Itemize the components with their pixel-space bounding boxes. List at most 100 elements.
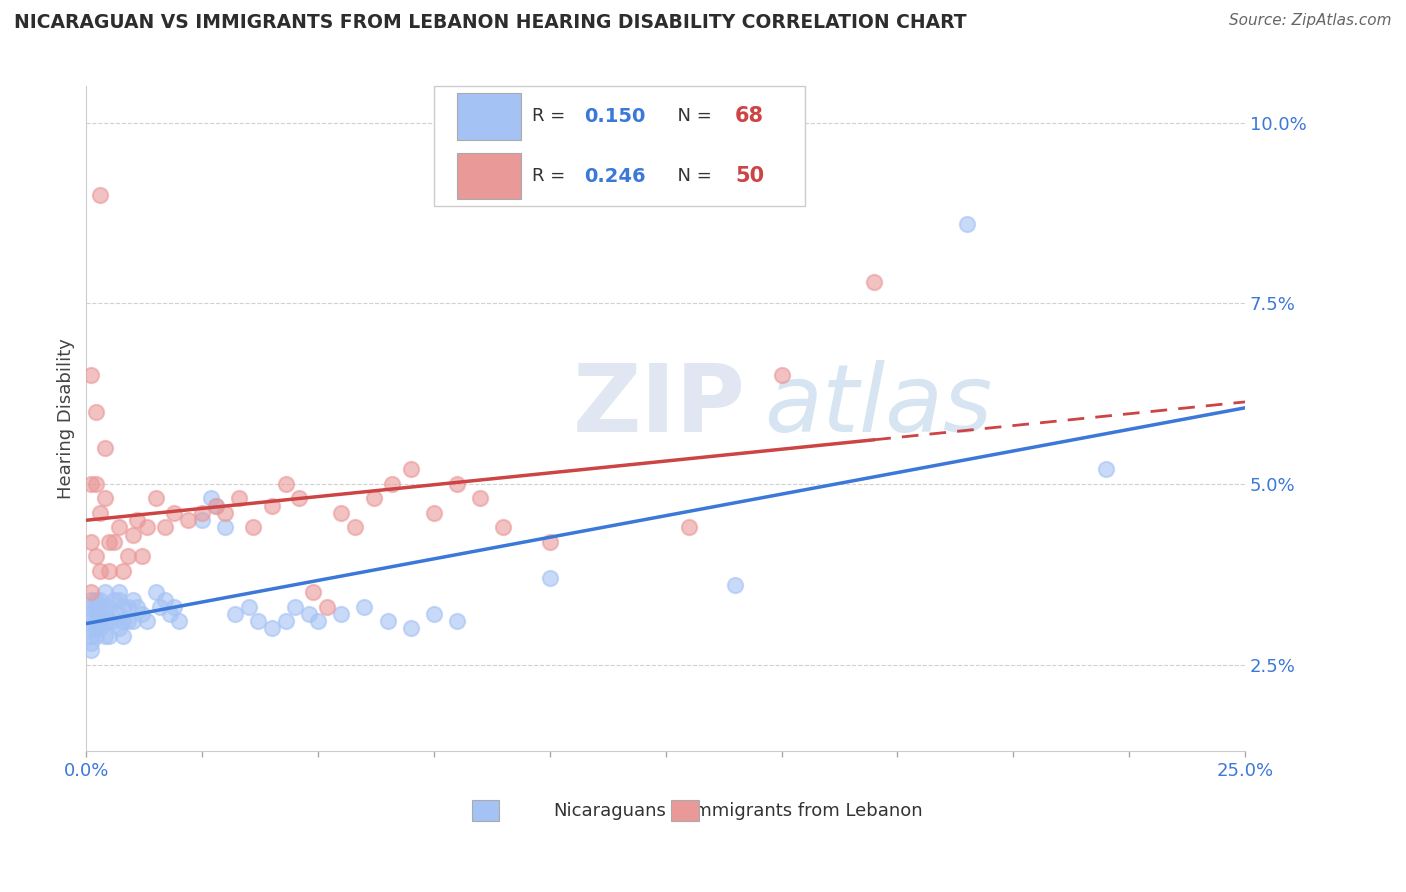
Point — [98, 629, 121, 643]
Point — [167, 614, 190, 628]
Text: ZIP: ZIP — [574, 359, 745, 451]
Text: Source: ZipAtlas.com: Source: ZipAtlas.com — [1229, 13, 1392, 29]
Text: 0.246: 0.246 — [585, 167, 647, 186]
Point — [127, 513, 149, 527]
Point — [1095, 462, 1118, 476]
Text: R =: R = — [533, 107, 571, 125]
Point — [117, 599, 139, 614]
Point — [191, 506, 214, 520]
Point — [153, 592, 176, 607]
Point — [117, 614, 139, 628]
Point — [298, 607, 321, 621]
Point — [316, 599, 339, 614]
Point — [94, 607, 117, 621]
Point — [84, 629, 107, 643]
Point — [302, 585, 325, 599]
Point — [94, 441, 117, 455]
Point — [80, 614, 103, 628]
Point — [84, 592, 107, 607]
Point — [80, 607, 103, 621]
Point — [103, 534, 125, 549]
FancyBboxPatch shape — [434, 87, 804, 206]
Point — [246, 614, 269, 628]
Point — [159, 607, 181, 621]
Point — [80, 585, 103, 599]
Point — [112, 564, 135, 578]
Point — [107, 607, 129, 621]
Point — [153, 520, 176, 534]
Point — [121, 527, 143, 541]
Point — [84, 622, 107, 636]
Point — [107, 585, 129, 599]
Text: 0.150: 0.150 — [585, 107, 645, 126]
Point — [538, 534, 561, 549]
Point — [956, 217, 979, 231]
Point — [103, 592, 125, 607]
Point — [94, 599, 117, 614]
Point — [492, 520, 515, 534]
Point — [80, 636, 103, 650]
Text: NICARAGUAN VS IMMIGRANTS FROM LEBANON HEARING DISABILITY CORRELATION CHART: NICARAGUAN VS IMMIGRANTS FROM LEBANON HE… — [14, 13, 967, 32]
Point — [80, 622, 103, 636]
Point — [770, 368, 793, 383]
Point — [84, 599, 107, 614]
Point — [284, 599, 307, 614]
Point — [135, 520, 157, 534]
Point — [80, 643, 103, 657]
Point — [84, 404, 107, 418]
Point — [89, 614, 111, 628]
Point — [224, 607, 246, 621]
Point — [80, 534, 103, 549]
Point — [98, 564, 121, 578]
Point — [446, 614, 468, 628]
Point — [200, 491, 222, 506]
Point — [84, 549, 107, 564]
Point — [470, 491, 492, 506]
Point — [214, 520, 236, 534]
Point — [724, 578, 747, 592]
Point — [446, 477, 468, 491]
Point — [131, 549, 153, 564]
Point — [103, 614, 125, 628]
Point — [98, 534, 121, 549]
Point — [98, 599, 121, 614]
Point — [89, 506, 111, 520]
Point — [330, 607, 353, 621]
Point — [260, 622, 283, 636]
Point — [94, 614, 117, 628]
Text: Nicaraguans: Nicaraguans — [553, 802, 665, 821]
Point — [80, 592, 103, 607]
Point — [353, 599, 375, 614]
Point — [423, 506, 446, 520]
Text: 50: 50 — [735, 166, 765, 186]
Point — [80, 599, 103, 614]
Point — [89, 622, 111, 636]
Point — [89, 592, 111, 607]
Point — [191, 513, 214, 527]
Point — [163, 506, 186, 520]
Point — [121, 592, 143, 607]
Point — [238, 599, 260, 614]
Point — [107, 622, 129, 636]
Point — [307, 614, 329, 628]
Point — [131, 607, 153, 621]
Text: 68: 68 — [735, 106, 765, 127]
Point — [288, 491, 311, 506]
Point — [80, 368, 103, 383]
Point — [145, 491, 167, 506]
Point — [121, 614, 143, 628]
Point — [112, 599, 135, 614]
Point — [260, 499, 283, 513]
Point — [135, 614, 157, 628]
Point — [89, 599, 111, 614]
Y-axis label: Hearing Disability: Hearing Disability — [58, 338, 75, 500]
Point — [274, 614, 297, 628]
FancyBboxPatch shape — [472, 799, 499, 822]
Point — [98, 614, 121, 628]
Point — [330, 506, 353, 520]
Point — [399, 462, 422, 476]
Point — [377, 614, 399, 628]
Point — [214, 506, 236, 520]
Point — [381, 477, 404, 491]
Point — [94, 629, 117, 643]
